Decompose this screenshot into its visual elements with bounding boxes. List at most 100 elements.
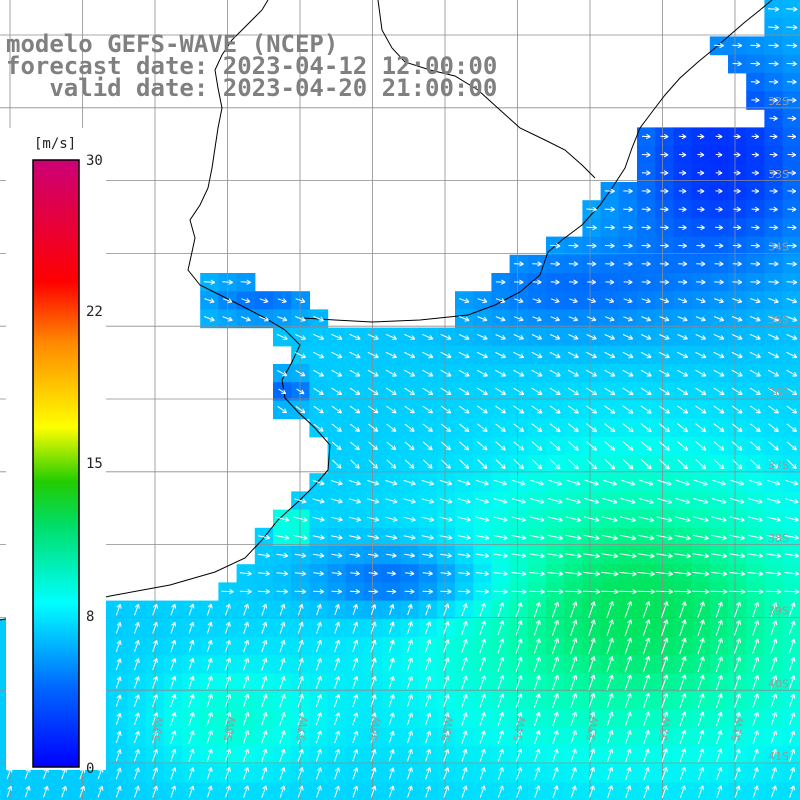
wind-arrow [586, 423, 598, 433]
wind-arrow [206, 711, 213, 726]
wind-arrow [404, 552, 416, 558]
wind-arrow [479, 675, 486, 690]
wind-arrow [549, 351, 561, 359]
wind-arrow [731, 387, 743, 395]
wind-arrow [625, 785, 632, 798]
wind-arrow [695, 423, 707, 433]
wind-arrow [786, 261, 797, 267]
wind-arrow [331, 423, 342, 432]
wind-arrow [679, 693, 687, 709]
wind-arrow [679, 766, 686, 780]
wind-arrow [294, 588, 307, 595]
wind-arrow [293, 534, 308, 541]
wind-arrow [752, 711, 759, 726]
wind-arrow [656, 553, 673, 559]
wind-arrow [714, 224, 724, 231]
wind-arrow [243, 767, 250, 780]
wind-arrow [316, 785, 322, 798]
wind-arrow [277, 298, 287, 304]
wind-arrow [552, 674, 559, 690]
wind-arrow [604, 369, 616, 377]
wind-arrow [787, 133, 797, 140]
wind-arrow [570, 785, 577, 798]
wind-arrow [733, 206, 742, 212]
wind-arrow [769, 97, 778, 103]
border-line [377, 0, 596, 179]
wind-arrow [622, 369, 634, 377]
wind-arrow [732, 298, 743, 304]
wind-arrow [479, 638, 486, 654]
wind-arrow [511, 516, 526, 523]
wind-arrow [711, 534, 727, 541]
wind-arrow [115, 640, 122, 652]
latitude-label: 33S [768, 168, 789, 181]
wind-arrow [734, 730, 741, 744]
wind-arrow [713, 459, 725, 470]
wind-arrow [534, 767, 541, 780]
wind-arrow [713, 369, 725, 377]
wind-arrow [584, 479, 599, 486]
wind-arrow [385, 534, 398, 540]
wind-arrow [606, 601, 614, 619]
wind-arrow [516, 785, 523, 798]
wind-arrow [334, 676, 341, 689]
wind-arrow [786, 6, 798, 12]
wind-arrow [206, 639, 213, 653]
wind-arrow [348, 498, 362, 504]
wind-arrow [513, 334, 524, 340]
wind-arrow [731, 405, 743, 414]
wind-arrow [221, 588, 234, 595]
wind-arrow [604, 387, 616, 396]
wind-arrow [459, 441, 470, 451]
wind-arrow [768, 243, 779, 249]
wind-arrow [79, 785, 86, 798]
wind-arrow [768, 24, 780, 31]
wind-arrow [404, 387, 415, 395]
wind-arrow [385, 480, 398, 486]
wind-arrow [313, 423, 324, 432]
wind-arrow [625, 748, 632, 762]
wind-arrow [497, 730, 504, 744]
wind-arrow [497, 656, 505, 672]
wind-arrow [115, 730, 122, 744]
wind-arrow [643, 729, 650, 745]
wind-arrow [714, 298, 724, 304]
wind-arrow [661, 693, 669, 709]
wind-arrow [732, 61, 742, 67]
wind-arrow [641, 206, 651, 212]
wind-arrow [770, 730, 778, 744]
wind-arrow [658, 369, 670, 377]
wind-arrow [552, 693, 559, 708]
wind-arrow [495, 441, 506, 451]
wind-arrow [588, 730, 596, 744]
wind-arrow [547, 516, 563, 523]
wind-arrow [386, 459, 397, 469]
wind-arrow [692, 553, 710, 559]
wind-arrow [458, 405, 470, 414]
wind-arrow [641, 133, 651, 140]
wind-arrow [604, 188, 615, 194]
wind-arrow [458, 423, 470, 432]
wind-arrow [352, 730, 359, 744]
wind-arrow [406, 712, 413, 726]
wind-arrow [529, 498, 545, 504]
wind-arrow [619, 534, 637, 541]
wind-arrow [732, 261, 742, 267]
wind-arrow [587, 298, 597, 304]
wind-arrow [511, 571, 527, 577]
wind-arrow [622, 351, 634, 359]
wind-arrow [565, 553, 582, 559]
wind-arrow [713, 441, 725, 451]
wind-arrow [692, 589, 710, 595]
wind-arrow [713, 333, 725, 340]
wind-arrow [787, 188, 797, 194]
wind-arrow [440, 369, 452, 377]
wind-arrow [513, 459, 524, 470]
wind-arrow [750, 459, 761, 470]
wind-arrow [674, 571, 692, 577]
wind-arrow [261, 639, 268, 653]
wind-arrow [294, 498, 307, 504]
wind-arrow [458, 387, 470, 395]
wind-arrow [204, 298, 215, 304]
wind-arrow [279, 621, 286, 634]
